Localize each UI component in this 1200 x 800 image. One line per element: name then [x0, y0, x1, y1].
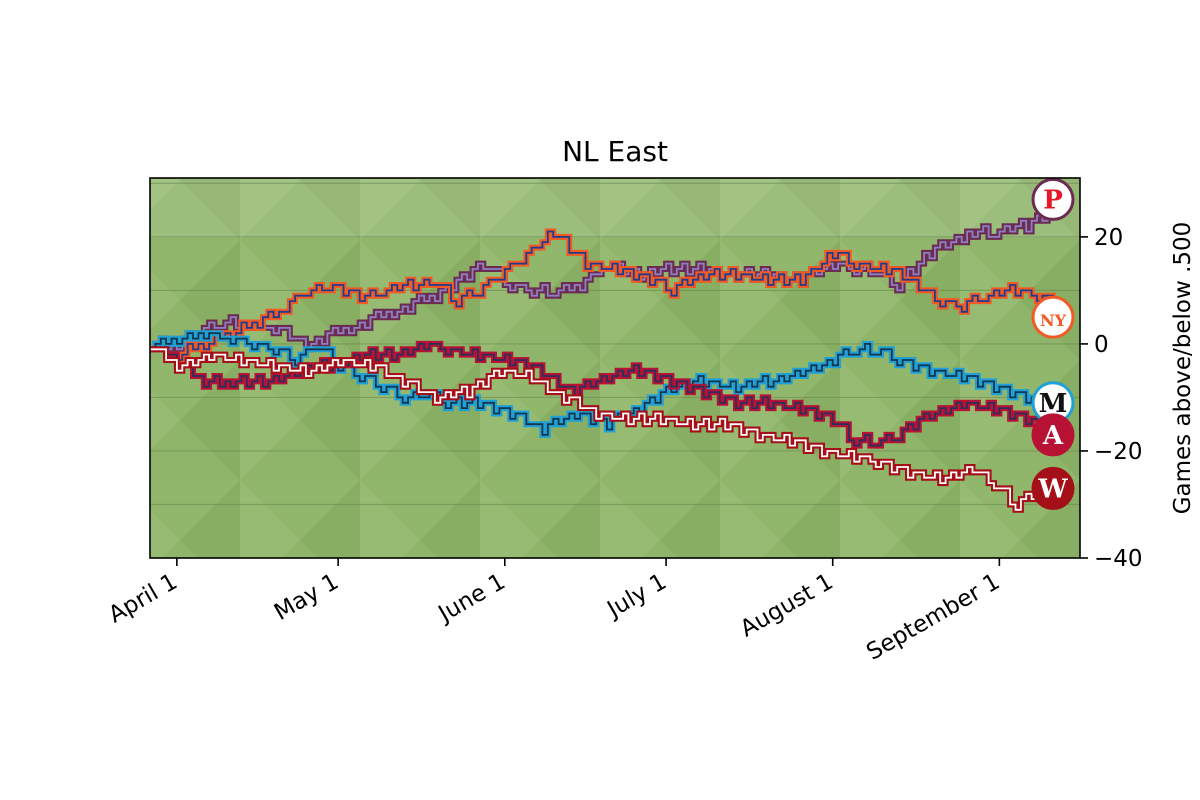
x-tick-label: August 1 — [736, 569, 838, 643]
series-nationals-line — [150, 348, 1054, 511]
series-mets-line — [150, 230, 1054, 361]
y-tick-label: −20 — [1094, 439, 1143, 465]
mets-logo-icon: NY — [1031, 295, 1075, 339]
nationals-logo-icon: W — [1031, 466, 1075, 510]
y-axis-label: Games above/below .500 — [1170, 222, 1196, 515]
y-axis: 20 0 −20 −40 — [1080, 225, 1143, 572]
x-tick-label: September 1 — [862, 569, 1004, 666]
x-tick-label: June 1 — [433, 569, 510, 629]
series-nationals — [150, 346, 1054, 513]
y-tick-label: −40 — [1094, 546, 1143, 572]
x-tick-label: July 1 — [602, 569, 672, 624]
series-layer — [150, 210, 1057, 513]
x-axis: April 1 May 1 June 1 July 1 August 1 Septembe… — [104, 558, 1004, 666]
grid-lines — [150, 182, 1080, 506]
svg-text:W: W — [1037, 474, 1068, 504]
plot-frame — [149, 177, 1081, 559]
turf-haze — [150, 178, 1080, 238]
x-tick-label: April 1 — [104, 569, 182, 629]
braves-logo-icon: A — [1031, 413, 1075, 457]
svg-text:P: P — [1043, 185, 1063, 215]
svg-text:A: A — [1042, 421, 1064, 451]
series-mets — [150, 228, 1057, 363]
y-tick-label: 0 — [1094, 332, 1109, 358]
chart-title: NL East — [562, 135, 668, 168]
y-tick-label: 20 — [1094, 225, 1123, 251]
x-tick-label: May 1 — [270, 569, 343, 626]
svg-text:NY: NY — [1040, 311, 1067, 330]
phillies-logo-icon: P — [1031, 177, 1075, 221]
